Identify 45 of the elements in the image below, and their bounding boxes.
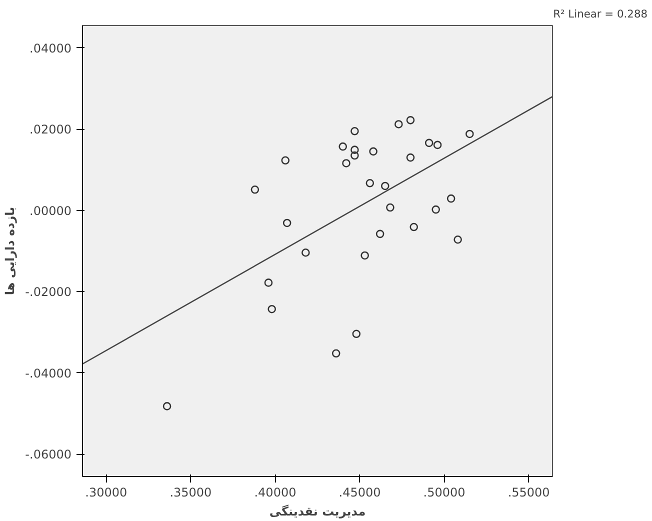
point [264,278,273,287]
point [406,153,415,162]
point [360,251,369,260]
point [424,138,434,148]
point [376,230,384,238]
y-axis-title: بازده دارایی ها [3,206,18,296]
point [366,179,374,188]
point [332,349,340,358]
point [410,222,418,232]
x-tick-label: .40000 [254,486,296,500]
x-tick-label: .55000 [508,486,550,500]
point [268,304,276,314]
point [350,126,359,136]
point [394,120,403,128]
x-tick-label: .45000 [338,486,381,500]
point [466,130,474,138]
point [281,156,290,165]
point [162,402,172,410]
y-tick-label: -.06000 [25,448,72,462]
point [386,203,394,212]
x-tick-label: .50000 [423,486,466,500]
point [433,140,442,150]
y-tick-label: -.02000 [25,285,72,300]
x-tick-label: .30000 [85,486,128,500]
point [369,147,378,156]
point [338,142,348,151]
text: R² Linear = 0.288 [553,8,648,20]
y-tick-label: -.04000 [25,366,72,380]
point [446,194,456,203]
point [454,235,462,244]
point [380,182,390,190]
point [350,151,359,160]
y-tick-label: .04000 [30,41,72,56]
point [282,218,292,228]
y-tick-label: .02000 [30,122,72,137]
point [352,330,361,338]
point [250,186,260,194]
point [302,248,310,257]
y-tick-label: .00000 [30,204,72,218]
point [432,205,440,214]
point [350,146,359,154]
point [342,159,350,168]
point [406,116,415,124]
x-axis-title: مدیریت نقدینگی [269,504,366,518]
x-tick-label: .35000 [170,486,212,500]
